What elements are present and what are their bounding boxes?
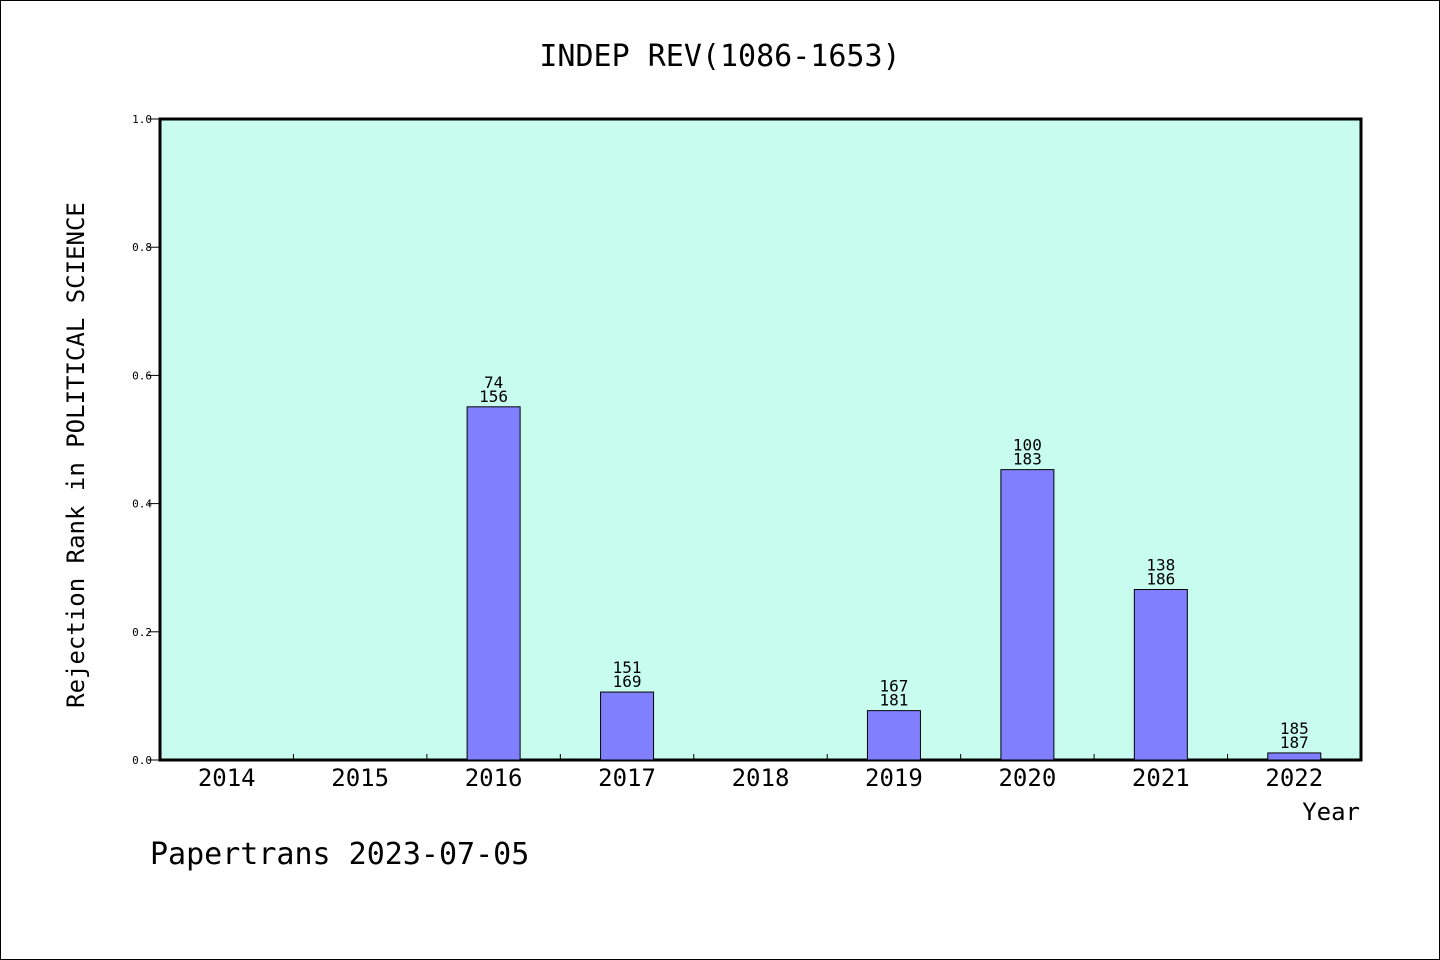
footer-text: Papertrans 2023-07-05 [150, 837, 529, 872]
bar-label-top: 100 [1013, 436, 1042, 455]
bar-2016 [466, 406, 521, 761]
y-tick-label: 0.4 [132, 498, 152, 511]
y-axis: 0.0 0.2 0.4 0.6 0.8 1.0 [132, 113, 160, 767]
bar-2020 [1000, 469, 1055, 761]
x-axis-label: Year [1302, 798, 1360, 826]
bar-2022 [1267, 752, 1322, 761]
bar-label-bottom: 156 [479, 387, 508, 406]
bar-2019 [866, 710, 921, 761]
x-tick-label: 2014 [198, 764, 256, 792]
bar-label-top: 185 [1280, 719, 1309, 738]
y-tick-label: 0.8 [132, 241, 152, 254]
bar-label-bottom: 169 [613, 672, 642, 691]
bar-label-bottom: 187 [1280, 733, 1309, 752]
y-axis-label: Rejection Rank in POLITICAL SCIENCE [62, 202, 90, 708]
x-tick-label: 2016 [465, 764, 523, 792]
x-axis: 2014 2015 2016 2017 2018 2019 2020 2021 2022 [198, 754, 1323, 792]
bar-2021 [1133, 588, 1188, 761]
chart-title: INDEP REV(1086-1653) [539, 39, 900, 74]
x-tick-label: 2019 [865, 764, 923, 792]
bar-label-top: 138 [1146, 555, 1175, 574]
bar-label-bottom: 181 [879, 691, 908, 710]
x-tick-label: 2022 [1265, 764, 1323, 792]
x-tick-label: 2021 [1132, 764, 1190, 792]
bar-2017 [600, 691, 655, 761]
x-tick-label: 2018 [732, 764, 790, 792]
x-tick-label: 2015 [331, 764, 389, 792]
bar-label-bottom: 186 [1146, 569, 1175, 588]
x-tick-label: 2017 [598, 764, 656, 792]
y-tick-label: 0.6 [132, 369, 152, 382]
y-tick-label: 0.2 [132, 626, 152, 639]
x-tick-label: 2020 [998, 764, 1056, 792]
bar-label-bottom: 183 [1013, 450, 1042, 469]
y-tick-label: 0.0 [132, 754, 152, 767]
bar-label-top: 74 [484, 373, 503, 392]
y-tick-label: 1.0 [132, 113, 152, 126]
bar-label-top: 167 [879, 677, 908, 696]
bar-label-top: 151 [613, 658, 642, 677]
